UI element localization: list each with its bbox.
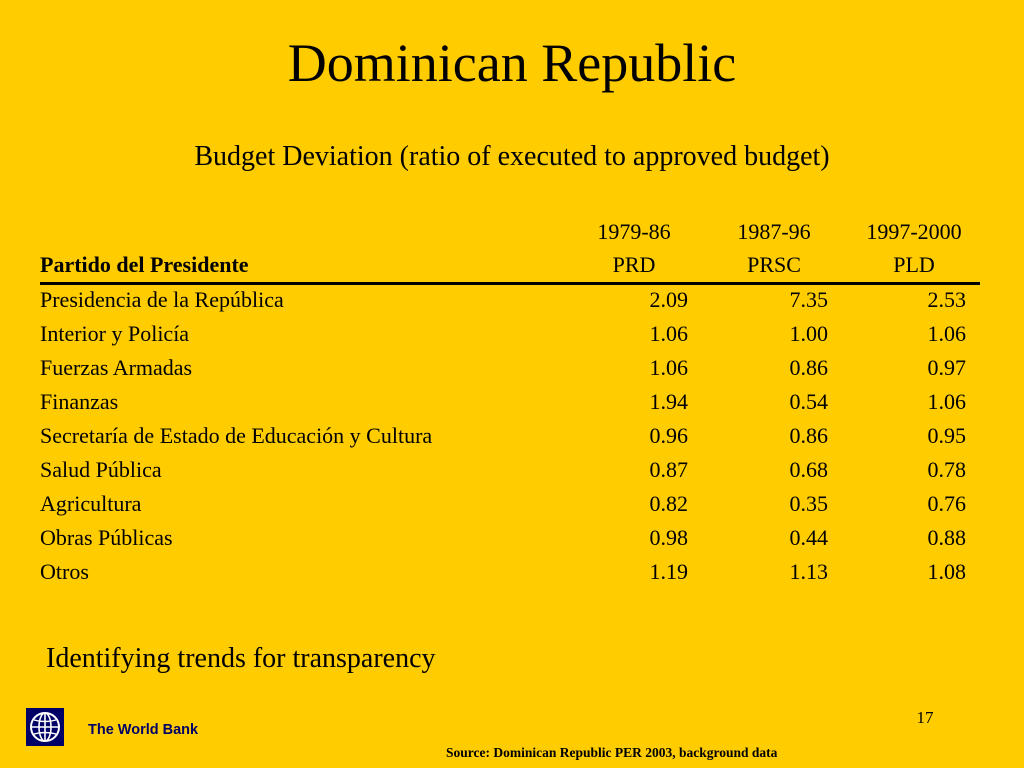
table-row: Finanzas 1.94 0.54 1.06	[40, 385, 980, 419]
ratio-value: 0.86	[789, 423, 829, 448]
row-label: Presidencia de la República	[40, 287, 284, 312]
ratio-value: 1.13	[789, 559, 829, 584]
table-row: Interior y Policía 1.06 1.00 1.06	[40, 317, 980, 351]
ratio-value: 1.06	[927, 389, 967, 414]
row-label: Agricultura	[40, 491, 142, 516]
row-header-label: Partido del Presidente	[40, 252, 249, 277]
table-period-header-row: 1979-86 1987-96 1997-2000	[40, 215, 980, 249]
ratio-value: 0.68	[789, 457, 829, 482]
ratio-value: 0.54	[789, 389, 829, 414]
ratio-value: 0.86	[789, 355, 829, 380]
ratio-value: 0.96	[649, 423, 689, 448]
row-label: Obras Públicas	[40, 525, 173, 550]
slide-title: Dominican Republic	[287, 33, 737, 93]
ratio-value: 1.00	[789, 321, 829, 346]
slide-subtitle: Budget Deviation (ratio of executed to a…	[194, 141, 830, 172]
source-note: Source: Dominican Republic PER 2003, bac…	[446, 745, 778, 760]
ratio-value: 1.19	[649, 559, 689, 584]
period-header-1: 1979-86	[597, 219, 671, 244]
period-header-3: 1997-2000	[866, 219, 962, 244]
table-row: Otros 1.19 1.13 1.08	[40, 555, 980, 589]
party-header-1: PRD	[612, 252, 656, 277]
ratio-value: 0.82	[649, 491, 689, 516]
row-label: Secretaría de Estado de Educación y Cult…	[40, 423, 433, 448]
party-header-3: PLD	[893, 252, 935, 277]
ratio-value: 1.94	[649, 389, 689, 414]
ratio-value: 0.98	[649, 525, 689, 550]
row-label: Otros	[40, 559, 89, 584]
table-row: Salud Pública 0.87 0.68 0.78	[40, 453, 980, 487]
row-label: Finanzas	[40, 389, 119, 414]
ratio-value: 2.53	[927, 287, 967, 312]
table-row: Presidencia de la República 2.09 7.35 2.53	[40, 283, 980, 317]
ratio-value: 1.06	[649, 355, 689, 380]
ratio-value: 0.35	[789, 491, 829, 516]
ratio-value: 0.97	[927, 355, 967, 380]
period-header-2: 1987-96	[737, 219, 811, 244]
world-bank-globe-icon	[26, 708, 64, 746]
ratio-value: 1.06	[927, 321, 967, 346]
ratio-value: 0.88	[927, 525, 967, 550]
ratio-value: 0.44	[789, 525, 829, 550]
ratio-value: 1.08	[927, 559, 967, 584]
table-row: Secretaría de Estado de Educación y Cult…	[40, 419, 980, 453]
row-label: Fuerzas Armadas	[40, 355, 193, 380]
table-row: Fuerzas Armadas 1.06 0.86 0.97	[40, 351, 980, 385]
row-label: Salud Pública	[40, 457, 162, 482]
table-row: Obras Públicas 0.98 0.44 0.88	[40, 521, 980, 555]
ratio-value: 7.35	[789, 287, 829, 312]
org-name: The World Bank	[88, 722, 199, 738]
party-header-2: PRSC	[747, 252, 801, 277]
ratio-value: 0.87	[649, 457, 689, 482]
ratio-value: 0.78	[927, 457, 967, 482]
ratio-value: 1.06	[649, 321, 689, 346]
ratio-value: 0.76	[927, 491, 967, 516]
ratio-value: 2.09	[649, 287, 689, 312]
row-label: Interior y Policía	[40, 321, 190, 346]
table-row: Agricultura 0.82 0.35 0.76	[40, 487, 980, 521]
footer-note: Identifying trends for transparency	[46, 643, 436, 674]
table-party-header-row: Partido del Presidente PRD PRSC PLD	[40, 248, 980, 285]
page-number: 17	[916, 708, 934, 727]
ratio-value: 0.95	[927, 423, 967, 448]
